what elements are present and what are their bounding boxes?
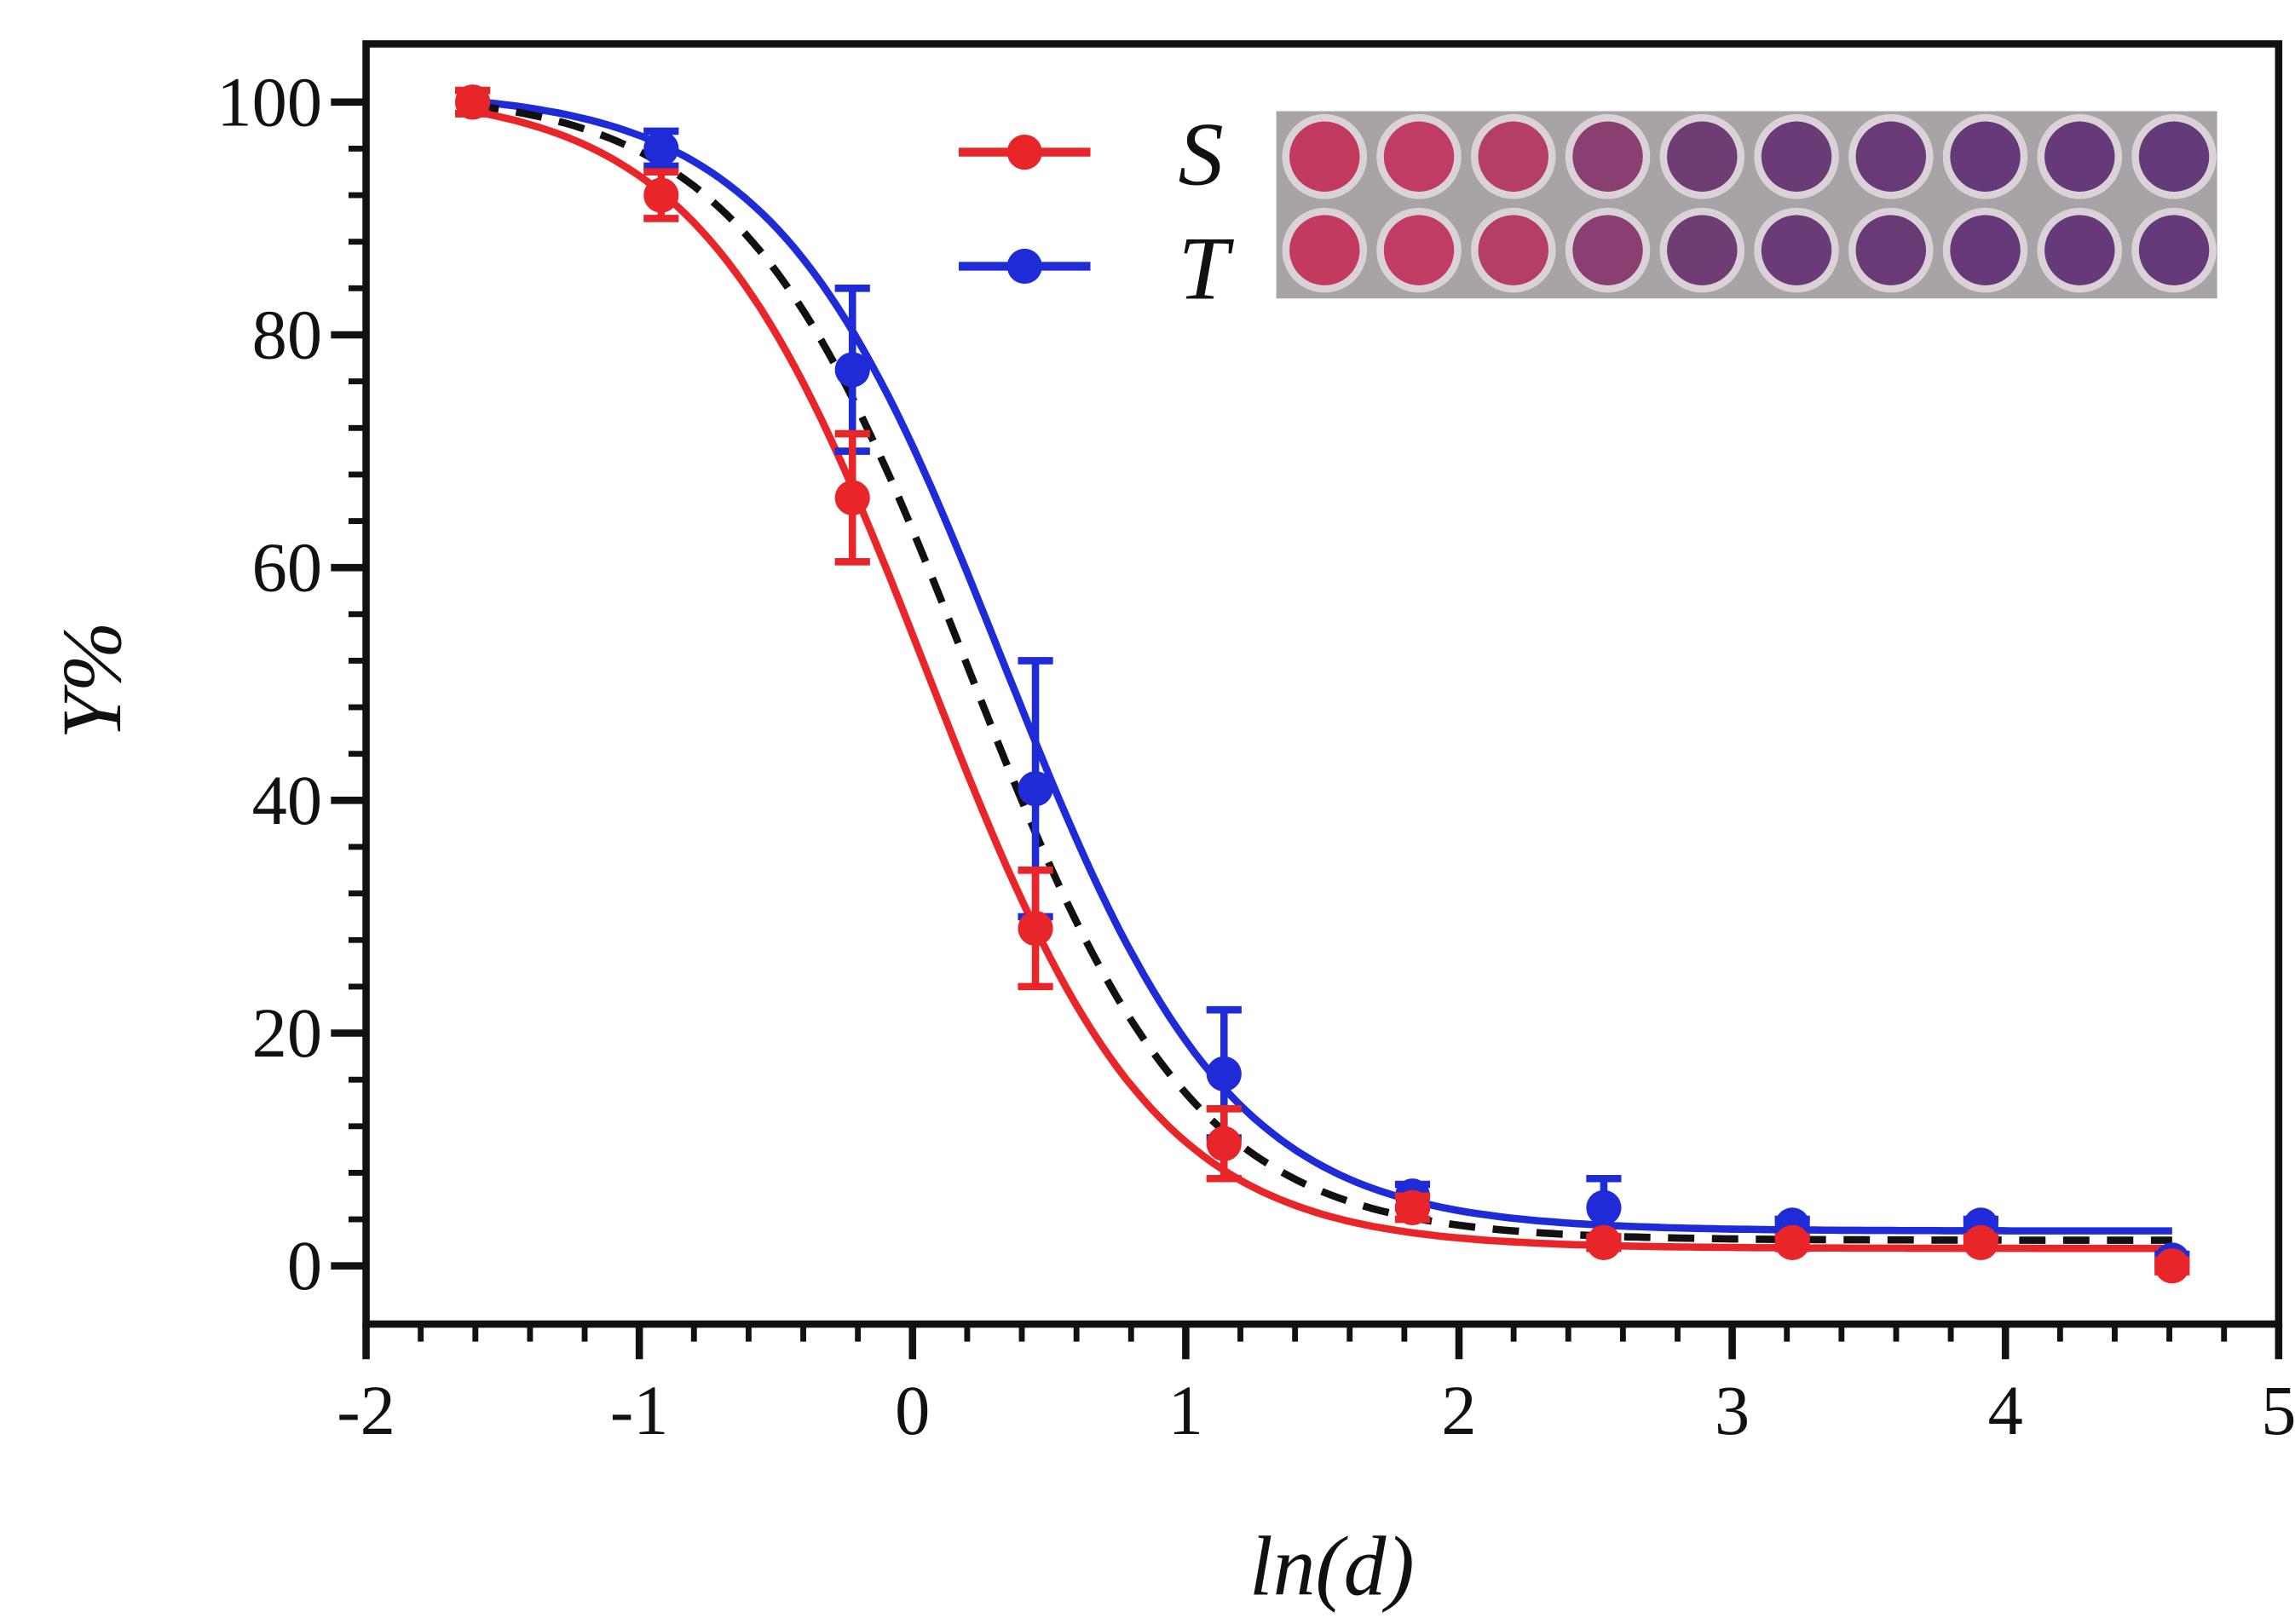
x-tick-label: 2: [1441, 1372, 1476, 1449]
data-point: [1394, 1189, 1431, 1226]
x-axis-label: ln(d): [1249, 1519, 1415, 1614]
x-tick-label: 5: [2261, 1372, 2295, 1449]
well-liquid: [1761, 215, 1832, 285]
well-liquid: [1572, 215, 1643, 285]
fit-curve: [471, 101, 2172, 1244]
well-liquid: [1667, 215, 1738, 285]
x-tick-label: 1: [1168, 1372, 1203, 1449]
data-point: [1586, 1224, 1622, 1260]
plot-frame: [362, 40, 2283, 1328]
x-tick-label: 3: [1715, 1372, 1750, 1449]
well-liquid: [1855, 215, 1927, 285]
fit-curve: [472, 97, 2172, 1235]
well-liquid: [1950, 215, 2021, 285]
x-tick-label: -2: [337, 1372, 395, 1449]
well-plate-inset: [1276, 111, 2217, 299]
legend-marker: [1006, 134, 1042, 170]
fit-curve: [471, 107, 2172, 1253]
data-point: [2154, 1248, 2190, 1284]
data-point: [1774, 1224, 1810, 1260]
data-point: [1018, 771, 1053, 807]
well-liquid: [1289, 121, 1360, 192]
y-axis-label: Y%: [44, 621, 139, 739]
data-point: [1586, 1189, 1622, 1226]
data-point: [834, 480, 870, 515]
y-tick-label: 60: [252, 529, 322, 607]
legend-label: S: [1179, 104, 1224, 204]
well-liquid: [1289, 215, 1360, 285]
y-tick-label: 20: [252, 994, 322, 1072]
data-point: [834, 352, 870, 388]
legend-marker: [1006, 248, 1042, 285]
data-point: [643, 177, 679, 213]
well-liquid: [1478, 215, 1548, 285]
well-liquid: [1383, 215, 1455, 285]
data-point: [1206, 1126, 1242, 1161]
x-tick-label: -1: [610, 1372, 669, 1449]
y-tick-label: 80: [252, 296, 322, 373]
well-liquid: [1761, 121, 1832, 192]
well-liquid: [1478, 121, 1548, 192]
y-tick-label: 0: [287, 1227, 322, 1304]
well-liquid: [1572, 121, 1643, 192]
well-liquid: [2044, 215, 2115, 285]
well-liquid: [1950, 121, 2021, 192]
data-point: [1963, 1224, 1998, 1260]
y-tick-label: 100: [216, 63, 322, 141]
well-liquid: [2044, 121, 2115, 192]
y-tick-label: 40: [252, 762, 322, 839]
well-liquid: [1383, 121, 1455, 192]
legend-label: T: [1179, 218, 1235, 319]
data-point: [454, 84, 491, 120]
well-liquid: [1855, 121, 1927, 192]
data-point: [1206, 1056, 1242, 1091]
x-tick-label: 0: [895, 1372, 930, 1449]
x-tick-label: 4: [1988, 1372, 2023, 1449]
well-liquid: [2138, 121, 2210, 192]
data-point: [643, 130, 679, 167]
well-liquid: [2138, 215, 2210, 285]
data-point: [1018, 910, 1053, 947]
well-liquid: [1667, 121, 1738, 192]
